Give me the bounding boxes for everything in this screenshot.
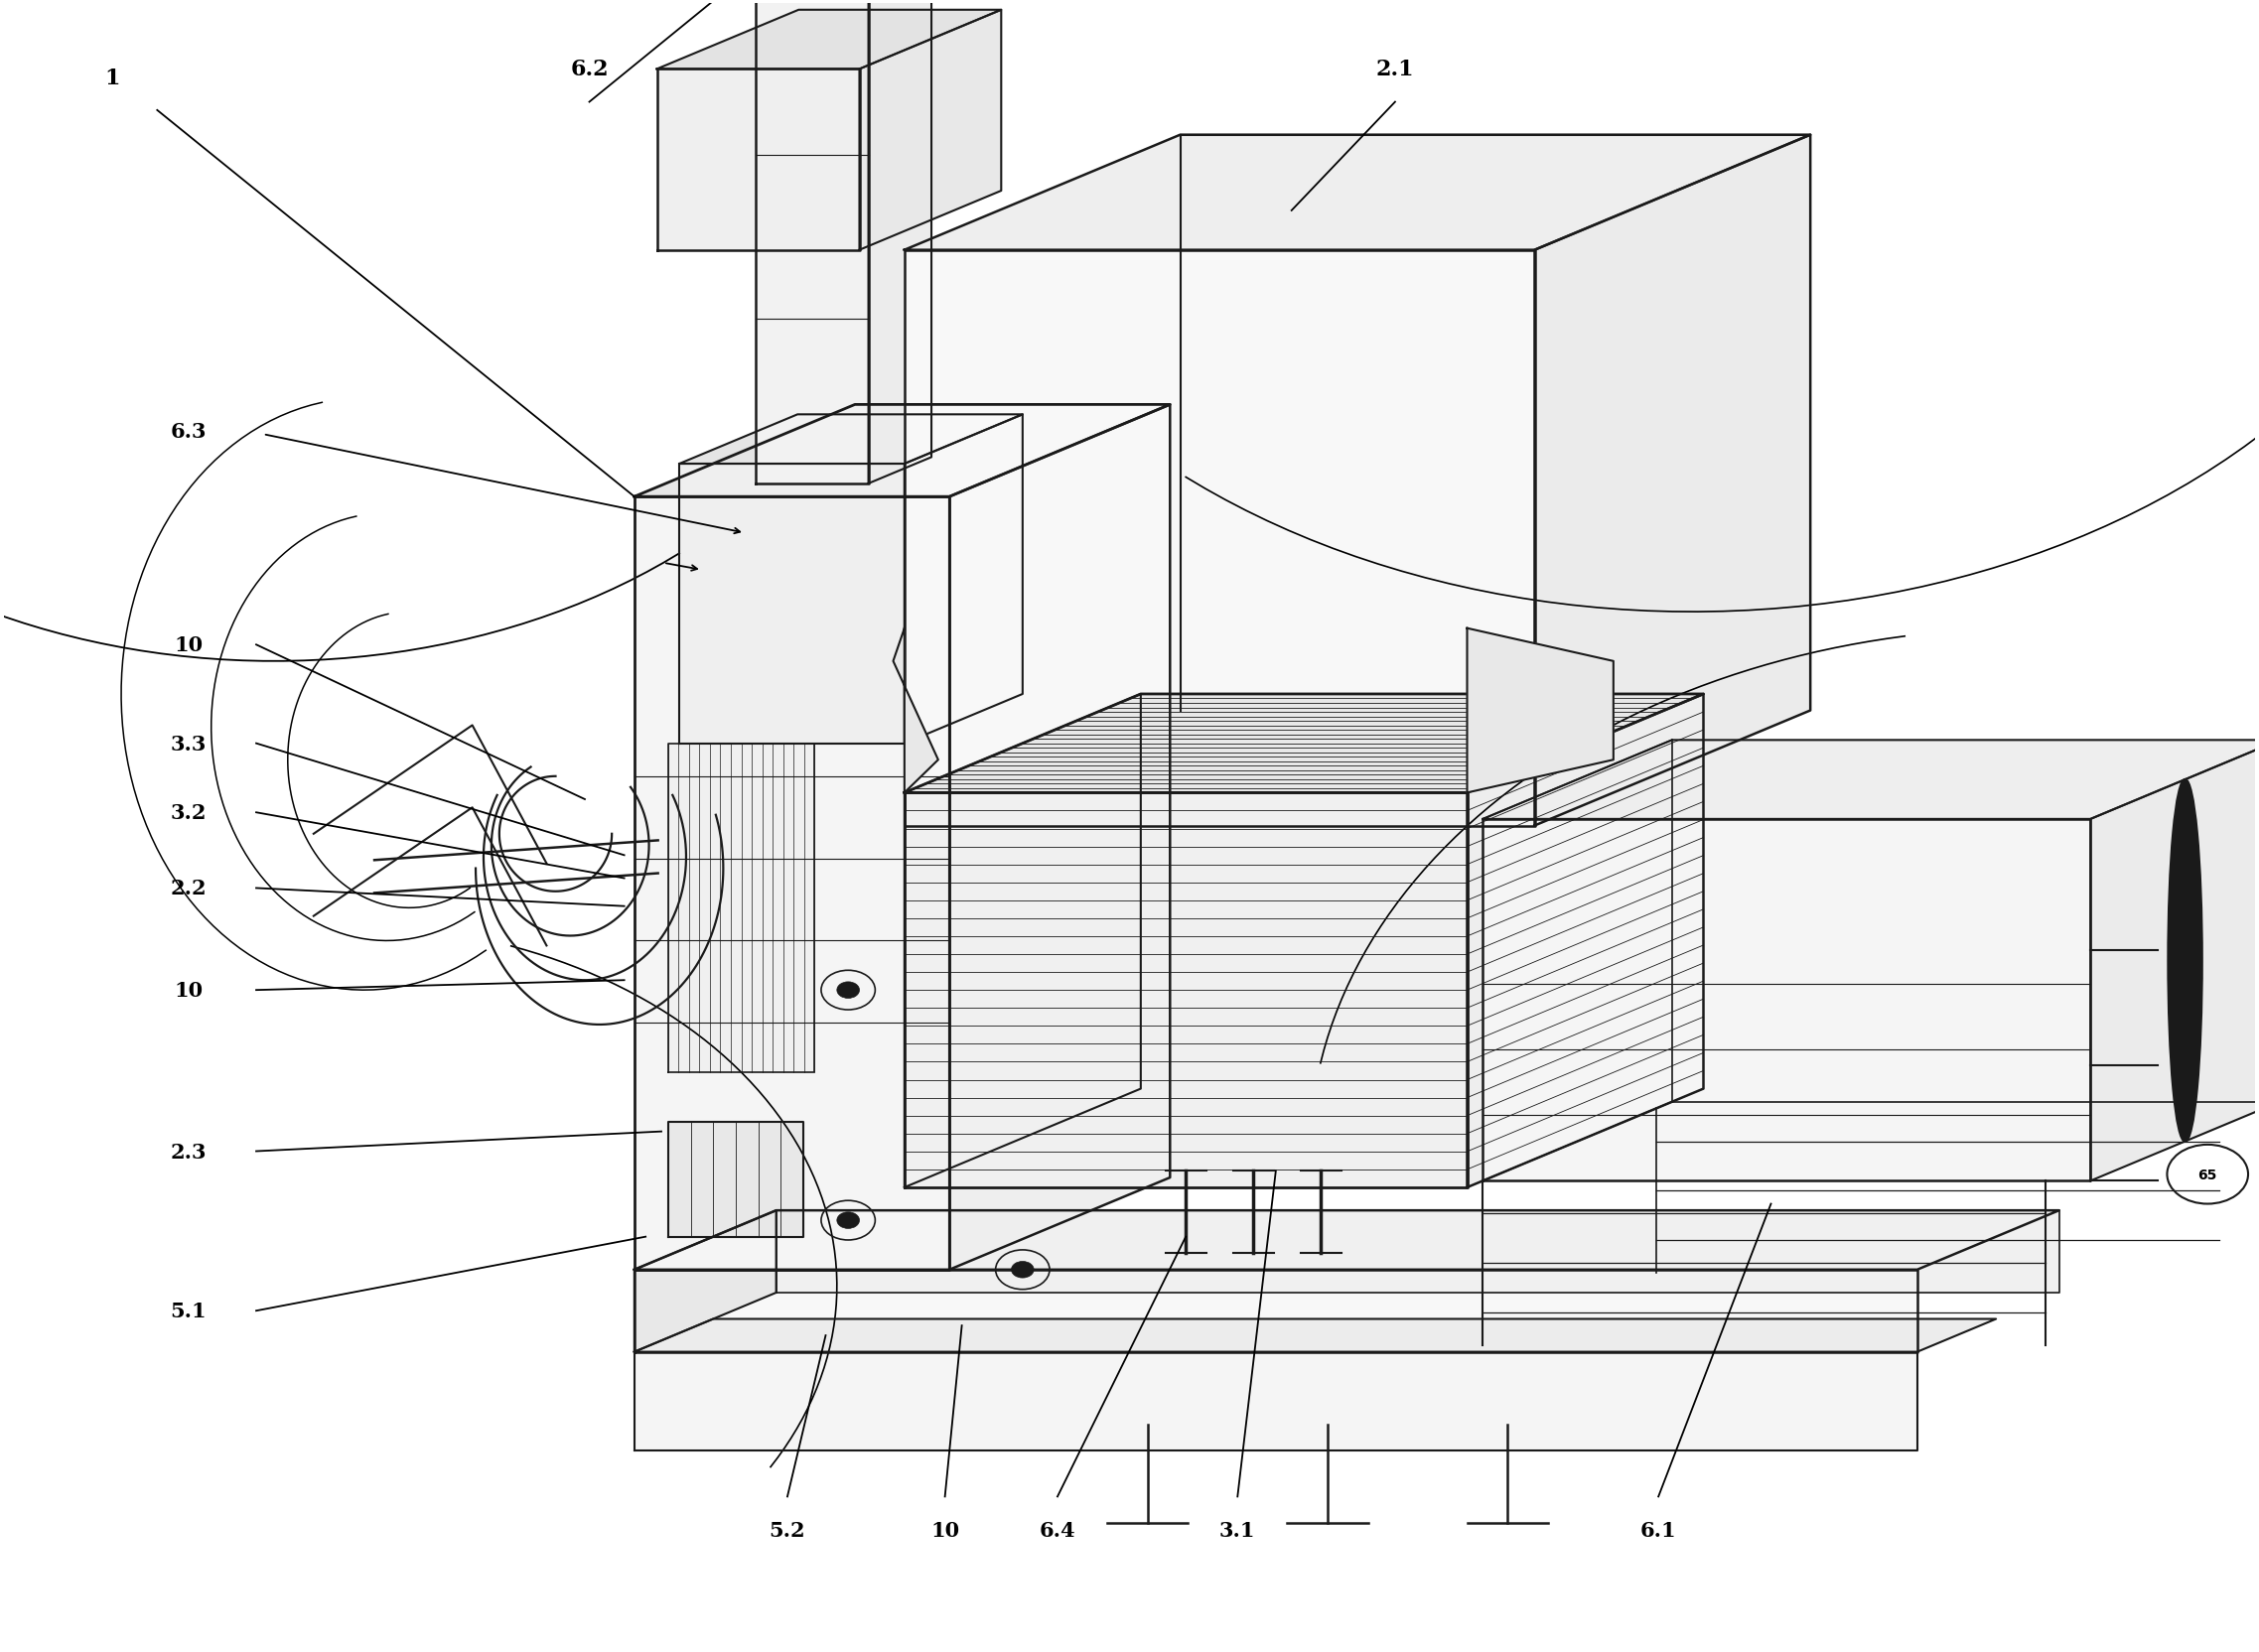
Text: 6.3: 6.3 (172, 421, 208, 441)
Polygon shape (635, 1270, 1918, 1351)
Text: 2.3: 2.3 (172, 1142, 208, 1161)
Polygon shape (657, 10, 1001, 69)
Polygon shape (892, 629, 937, 793)
Polygon shape (635, 1318, 1997, 1351)
Text: 2.2: 2.2 (169, 879, 208, 899)
Polygon shape (635, 497, 949, 1270)
Polygon shape (680, 464, 904, 743)
Polygon shape (635, 405, 1170, 497)
Polygon shape (669, 743, 815, 1072)
Polygon shape (2090, 740, 2259, 1181)
Polygon shape (904, 135, 1809, 251)
Polygon shape (949, 405, 1170, 1270)
Text: 1: 1 (104, 68, 120, 89)
Text: 6.2: 6.2 (569, 59, 608, 81)
Text: 2.1: 2.1 (1376, 59, 1414, 81)
Polygon shape (1466, 629, 1613, 793)
Circle shape (836, 1213, 858, 1229)
Polygon shape (635, 1351, 1918, 1450)
Text: 10: 10 (174, 636, 203, 656)
Polygon shape (904, 694, 1703, 793)
Text: 65: 65 (2198, 1168, 2218, 1181)
Text: 6.1: 6.1 (1640, 1520, 1676, 1540)
Text: 5.1: 5.1 (169, 1302, 208, 1322)
Polygon shape (1534, 135, 1809, 826)
Ellipse shape (2169, 780, 2203, 1142)
Text: 3.2: 3.2 (172, 803, 208, 823)
Polygon shape (669, 1122, 804, 1237)
Text: 10: 10 (174, 980, 203, 1001)
Text: 10: 10 (931, 1520, 960, 1540)
Polygon shape (635, 1211, 2058, 1270)
Polygon shape (904, 415, 1023, 743)
Polygon shape (1466, 694, 1703, 1188)
Text: 3.3: 3.3 (172, 733, 208, 753)
Polygon shape (904, 251, 1534, 826)
Polygon shape (1482, 819, 2090, 1181)
Polygon shape (1482, 740, 2259, 819)
Text: 5.2: 5.2 (770, 1520, 806, 1540)
Polygon shape (867, 0, 931, 484)
Polygon shape (757, 0, 867, 484)
Circle shape (836, 983, 858, 998)
Polygon shape (657, 69, 858, 251)
Polygon shape (858, 10, 1001, 251)
Circle shape (1012, 1262, 1035, 1279)
Text: 6.4: 6.4 (1039, 1520, 1075, 1540)
Polygon shape (777, 1211, 2058, 1294)
Polygon shape (904, 793, 1466, 1188)
Text: 3.1: 3.1 (1220, 1520, 1256, 1540)
Polygon shape (680, 415, 1023, 464)
Polygon shape (635, 1211, 777, 1351)
